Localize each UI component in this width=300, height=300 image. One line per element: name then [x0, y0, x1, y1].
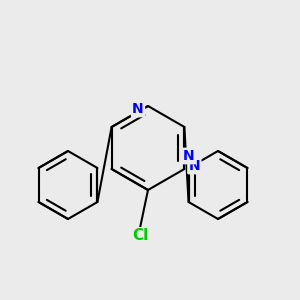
Text: N: N: [183, 149, 194, 163]
Text: N: N: [189, 159, 200, 173]
Text: N: N: [132, 102, 144, 116]
Text: Cl: Cl: [132, 229, 148, 244]
